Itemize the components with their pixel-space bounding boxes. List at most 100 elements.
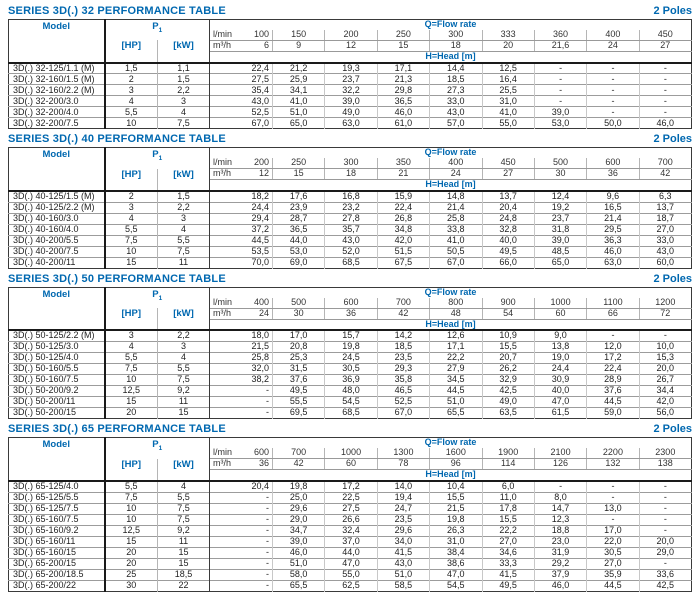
head-value-cell: 15,5	[481, 513, 535, 526]
lmin-value: 2200	[586, 448, 640, 460]
head-value-cell: 30,5	[324, 363, 378, 375]
model-cell: 3D(.) 65-125/5.5	[8, 491, 106, 504]
head-unit-label: H=Head [m]	[425, 51, 476, 61]
kw-column-header: [kW]	[157, 168, 210, 192]
head-value-cell: 18,5	[376, 341, 430, 353]
head-value-cell: 46,0	[271, 546, 325, 559]
lmin-value: 900	[481, 297, 535, 309]
power-label: P	[152, 149, 159, 161]
unit-spacer-cell	[209, 95, 244, 107]
performance-table: Model P1 Q=Flow rate l/min 600 700 1000 1300 160…	[8, 437, 692, 592]
lmin-value: 600	[243, 448, 273, 460]
flow-rate-label: Q=Flow rate	[424, 437, 477, 448]
header-row-m3h: [HP] [kW] m³/h 24 30 36 42 48 54 60 66 72	[9, 308, 692, 331]
hp-cell: 2	[104, 191, 158, 203]
model-cell: 3D(.) 40-125/1.5 (M)	[8, 191, 106, 203]
hp-cell: 5,5	[104, 106, 158, 118]
lmin-value: 200	[324, 29, 378, 41]
head-value-cell: 42,5	[481, 385, 535, 397]
model-cell: 3D(.) 65-200/18.5	[8, 568, 106, 581]
head-value-cell: 23,2	[324, 201, 378, 214]
unit-spacer-cell	[209, 234, 244, 247]
head-value-cell: 39,0	[324, 95, 378, 107]
performance-table-section: SERIES 3D(.) 40 PERFORMANCE TABLE 2 Poles…	[8, 133, 692, 269]
head-value-cell: 49,5	[481, 579, 535, 592]
hp-cell: 20	[104, 407, 158, 419]
head-value-cell: 23,5	[376, 513, 430, 526]
head-value-cell: 65,0	[533, 256, 587, 269]
head-value-cell: 54,5	[324, 396, 378, 408]
head-value-cell: 46,0	[533, 579, 587, 592]
head-value-cell: 22,5	[324, 491, 378, 504]
lmin-value: 450	[638, 29, 692, 41]
head-value-cell: -	[243, 502, 273, 515]
head-value-cell: 51,5	[376, 245, 430, 258]
head-value-cell: 27,9	[429, 363, 482, 375]
table-title: SERIES 3D(.) 50 PERFORMANCE TABLE	[8, 272, 226, 285]
kw-cell: 7,5	[157, 374, 210, 386]
head-value-cell: 21,2	[271, 62, 325, 74]
performance-table-section: SERIES 3D(.) 50 PERFORMANCE TABLE 2 Poles…	[8, 272, 692, 420]
head-value-cell: 29,8	[376, 84, 430, 96]
header-row-m3h: [HP] [kW] m³/h 12 15 18 21 24 27 30 36 42	[9, 168, 692, 192]
head-value-cell: 37,9	[533, 568, 587, 581]
head-value-cell: 38,4	[429, 546, 482, 559]
m3h-value: 20	[481, 40, 535, 52]
head-value-cell: 41,5	[376, 546, 430, 559]
kw-cell: 15	[157, 546, 210, 559]
head-value-cell: 19,3	[324, 62, 378, 74]
lmin-value: 1300	[376, 448, 430, 460]
hp-cell: 7,5	[104, 363, 158, 375]
head-value-cell: 31,8	[533, 223, 587, 236]
head-value-cell: 20,4	[251, 480, 269, 491]
head-value-cell: 61,5	[533, 407, 587, 419]
head-value-cell: 14,0	[376, 480, 430, 493]
m3h-value: 72	[638, 308, 692, 320]
model-cell: 3D(.) 50-160/5.5	[8, 363, 106, 375]
head-value-cell: 6,3	[638, 191, 692, 203]
head-value-cell: 28,7	[271, 212, 325, 225]
head-value-cell: 67,0	[243, 117, 273, 129]
head-value-cell: 11,0	[481, 491, 535, 504]
head-value-cell: 41,0	[429, 234, 482, 247]
lmin-value: 100	[243, 29, 273, 41]
poles-label: 2 Poles	[653, 133, 692, 146]
head-value-cell: 29,2	[533, 557, 587, 570]
head-value-cell: 41,5	[481, 568, 535, 581]
model-cell: 3D(.) 40-200/7.5	[8, 245, 106, 258]
head-value-cell: 17,2	[324, 480, 378, 493]
head-value-cell: 27,5	[324, 502, 378, 515]
head-value-cell: 48,0	[324, 385, 378, 397]
m3h-value: 30	[271, 308, 325, 320]
table-row: 3D(.) 65-200/18.5 25 18,5 -58,0 55,0 51,0 47,0…	[8, 568, 692, 581]
lmin-value: 600	[324, 297, 378, 309]
model-column-header: Model	[8, 437, 106, 481]
m3h-value: 42	[638, 168, 692, 181]
poles-label: 2 Poles	[653, 272, 692, 285]
head-value-cell: 55,5	[271, 396, 325, 408]
head-value-cell: -	[533, 73, 587, 85]
head-value-cell: 23,7	[324, 73, 378, 85]
lmin-label: l/min	[209, 158, 244, 170]
head-value-cell: 66,0	[481, 256, 535, 269]
head-value-cell: -	[243, 385, 273, 397]
hp-cell: 20	[104, 557, 158, 570]
poles-label: 2 Poles	[653, 423, 692, 436]
lmin-value: 300	[324, 158, 378, 170]
table-titlebar: SERIES 3D(.) 40 PERFORMANCE TABLE 2 Poles	[8, 133, 692, 145]
head-value-cell: 21,3	[376, 73, 430, 85]
unit-spacer-cell	[209, 256, 244, 269]
head-value-cell: 34,8	[376, 223, 430, 236]
head-value-cell: 18,7	[638, 212, 692, 225]
head-value-cell: 13,0	[586, 502, 640, 515]
table-body: 3D(.) 50-125/2.2 (M) 3 2,2 18,0 17,0 15,7 14,2…	[8, 330, 692, 419]
head-value-cell: -	[638, 95, 692, 107]
m3h-value: 126	[533, 458, 587, 471]
head-value-cell: 30,9	[533, 374, 587, 386]
head-value-cell: 60,0	[638, 256, 692, 269]
head-value-cell: 13,7	[481, 191, 535, 203]
table-header: Model P1 Q=Flow rate l/min 200 250 300 350 400 45…	[8, 147, 692, 192]
head-value-cell: 39,0	[271, 535, 325, 548]
model-cell: 3D(.) 65-160/9.2	[8, 524, 106, 537]
head-value-cell: -	[586, 480, 640, 493]
